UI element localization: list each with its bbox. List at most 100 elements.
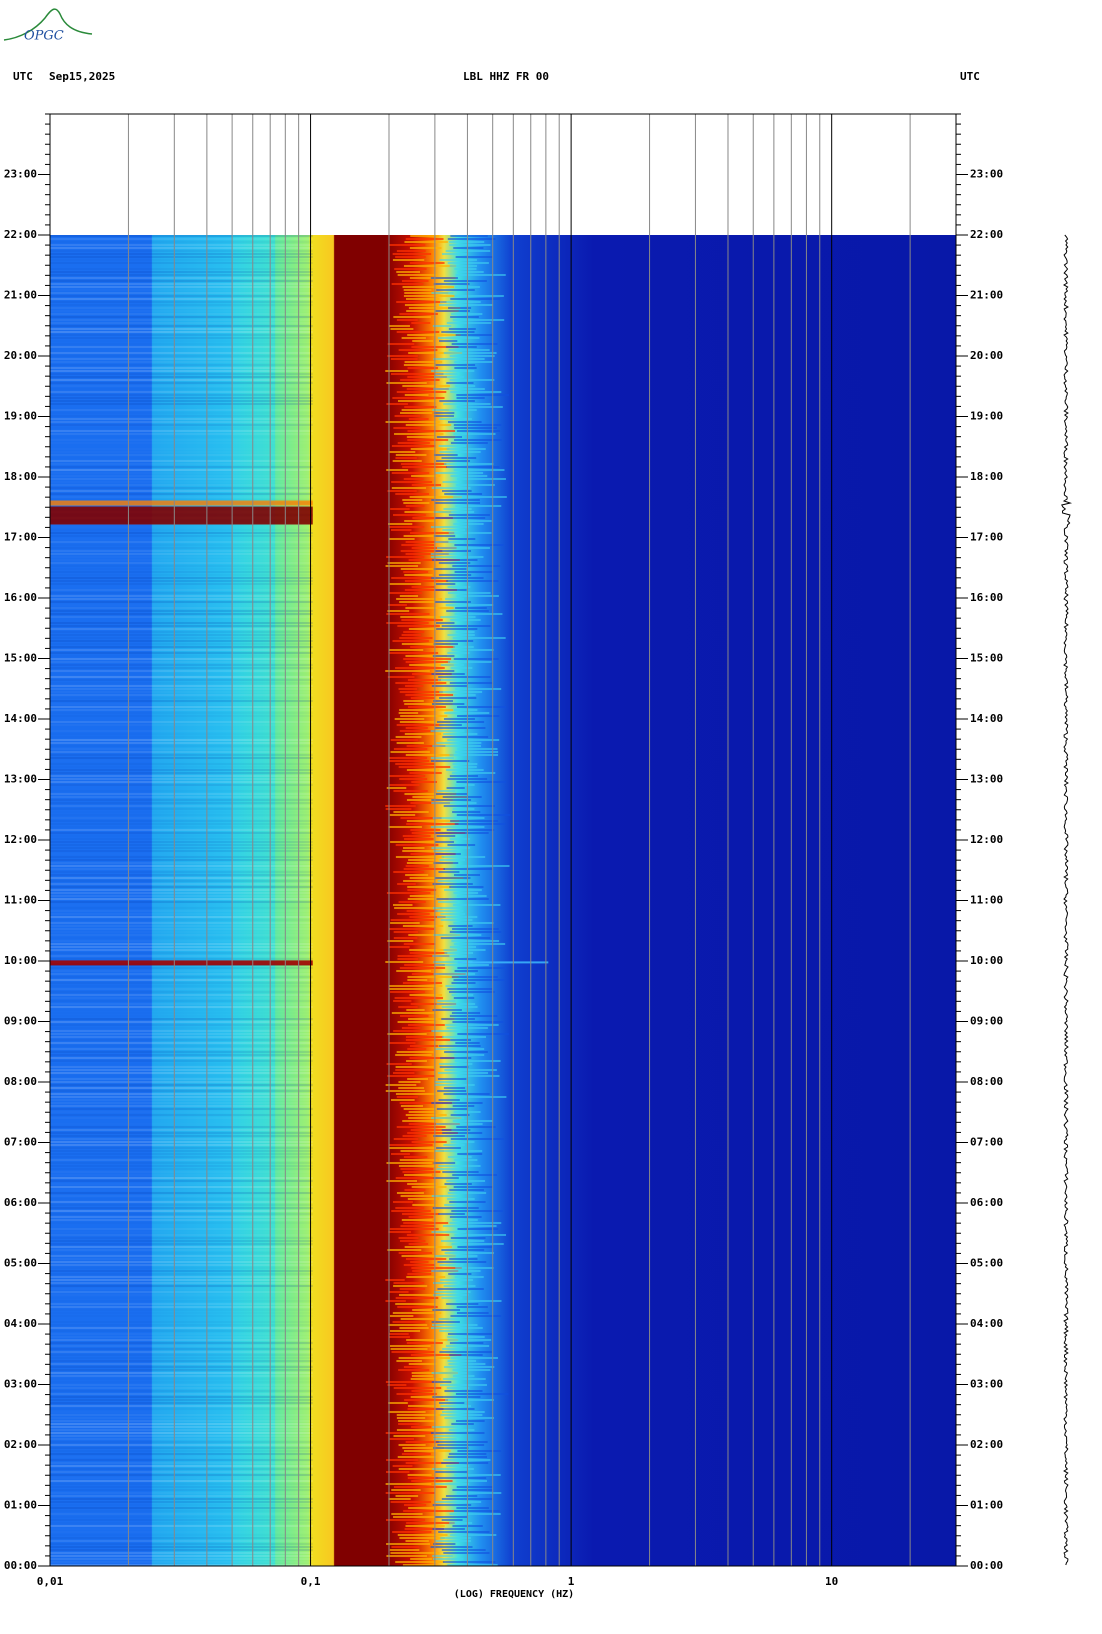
stripe — [386, 613, 430, 615]
stripe — [390, 529, 412, 531]
stripe — [50, 913, 313, 915]
stripe — [50, 304, 313, 306]
stripe — [455, 385, 476, 387]
stripe — [50, 736, 313, 738]
stripe — [456, 595, 499, 597]
stripe — [389, 1549, 420, 1551]
y-tick-label: 16:00 — [4, 591, 37, 604]
stripe — [410, 697, 435, 699]
stripe — [393, 1486, 447, 1488]
stripe — [395, 493, 430, 495]
stripe — [389, 1144, 433, 1146]
stripe — [393, 811, 429, 813]
stripe — [443, 1087, 466, 1089]
stripe — [410, 1129, 452, 1131]
stripe — [393, 1285, 428, 1287]
stripe — [50, 577, 313, 579]
stripe — [50, 1444, 313, 1446]
stripe — [450, 1138, 504, 1140]
stripe — [455, 1393, 509, 1395]
stripe — [433, 535, 456, 537]
stripe — [50, 958, 313, 960]
stripe — [50, 1150, 313, 1152]
stripe — [398, 1006, 418, 1008]
stripe — [50, 916, 313, 918]
stripe — [457, 478, 506, 480]
stripe — [50, 1462, 313, 1464]
stripe — [50, 1003, 313, 1005]
stripe — [50, 1459, 313, 1461]
stripe — [403, 535, 439, 537]
stripe — [443, 280, 487, 282]
stripe — [50, 358, 313, 360]
stripe — [448, 1429, 475, 1431]
stripe — [50, 388, 313, 390]
stripe — [50, 1486, 313, 1488]
stripe — [386, 1063, 412, 1065]
stripe — [50, 1381, 313, 1383]
y-tick-label: 05:00 — [970, 1257, 1003, 1270]
stripe — [410, 1003, 457, 1005]
stripe — [50, 1165, 313, 1167]
stripe — [436, 742, 482, 744]
stripe — [50, 1291, 313, 1293]
stripe — [434, 376, 465, 378]
stripe — [455, 688, 502, 690]
stripe — [401, 1219, 433, 1221]
stripe — [411, 1426, 432, 1428]
stripe — [395, 1069, 435, 1071]
stripe — [431, 370, 475, 372]
stripe — [444, 1204, 463, 1206]
stripe — [400, 616, 441, 618]
stripe — [434, 601, 471, 603]
stripe — [50, 379, 313, 381]
stripe — [50, 436, 313, 438]
y-tick-label: 23:00 — [970, 168, 1003, 181]
stripe — [395, 1495, 419, 1497]
stripe — [50, 532, 313, 534]
stripe — [437, 679, 458, 681]
stripe — [50, 901, 313, 903]
stripe — [50, 1213, 313, 1215]
stripe — [50, 745, 313, 747]
stripe — [431, 1195, 460, 1197]
stripe — [402, 466, 447, 468]
stripe — [409, 247, 442, 249]
stripe — [446, 580, 499, 582]
stripe — [50, 883, 313, 885]
stripe — [438, 304, 493, 306]
stripe — [50, 1432, 313, 1434]
stripe — [407, 679, 441, 681]
stripe — [450, 1114, 470, 1116]
stripe — [396, 331, 440, 333]
stripe — [437, 547, 490, 549]
stripe — [50, 385, 313, 387]
stripe — [50, 295, 313, 297]
stripe — [50, 895, 313, 897]
stripe — [50, 1450, 313, 1452]
stripe — [50, 1144, 313, 1146]
stripe — [433, 568, 467, 570]
stripe — [50, 715, 313, 717]
y-tick-label: 01:00 — [4, 1499, 37, 1512]
stripe — [439, 859, 466, 861]
stripe — [406, 1276, 446, 1278]
stripe — [435, 670, 455, 672]
stripe — [50, 1393, 313, 1395]
zone-label: UTC — [13, 70, 33, 83]
stripe — [432, 1009, 462, 1011]
stripe — [50, 850, 313, 852]
stripe — [455, 751, 499, 753]
stripe — [404, 1189, 426, 1191]
stripe — [401, 643, 451, 645]
stripe — [404, 1399, 449, 1401]
y-tick-label: 11:00 — [4, 894, 37, 907]
stripe — [409, 994, 442, 996]
stripe — [50, 1507, 313, 1509]
stripe — [403, 658, 452, 660]
stripe — [442, 481, 462, 483]
stripe — [50, 1489, 313, 1491]
stripe — [454, 613, 503, 615]
stripe — [396, 1393, 437, 1395]
stripe — [400, 1225, 436, 1227]
